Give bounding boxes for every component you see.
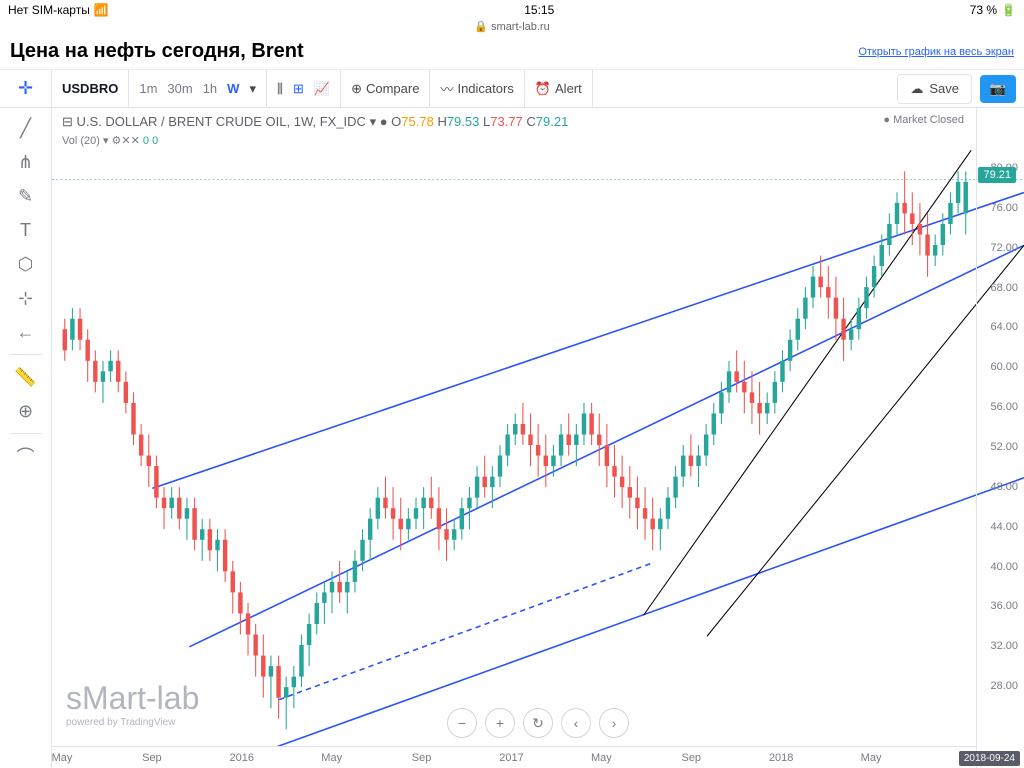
indicators-button[interactable]: 〰 Indicators	[440, 79, 513, 98]
screenshot-button[interactable]: 📷	[980, 75, 1016, 103]
price-tag: 79.21	[978, 167, 1016, 183]
candles-icon[interactable]: ⊞	[293, 81, 304, 97]
interval-30m[interactable]: 30m	[167, 81, 192, 96]
chart-nav-controls: − + ↻ ‹ ›	[447, 708, 629, 738]
date-tag: 2018-09-24	[959, 751, 1020, 766]
crosshair-icon[interactable]: ✛	[10, 73, 41, 105]
reset-button[interactable]: ↻	[523, 708, 553, 738]
chart-legend: ⊟ U.S. DOLLAR / BRENT CRUDE OIL, 1W, FX_…	[62, 114, 568, 130]
drawing-toolbar: ╱ ⋔ ✎ T ⬡ ⊹ ← 📏 ⊕ ⌒	[0, 108, 52, 768]
battery-icon: 🔋	[1001, 3, 1016, 17]
interval-w[interactable]: W	[227, 81, 239, 96]
watermark: sMart-lab powered by TradingView	[66, 680, 199, 728]
price-axis[interactable]: 28.0032.0036.0040.0044.0048.0052.0056.00…	[976, 108, 1024, 768]
scroll-right-button[interactable]: ›	[599, 708, 629, 738]
legend-symbol: U.S. DOLLAR / BRENT CRUDE OIL, 1W, FX_ID…	[77, 114, 366, 129]
magnet-tool-icon[interactable]: ⌒	[8, 440, 44, 472]
interval-1h[interactable]: 1h	[203, 81, 217, 96]
zoom-tool-icon[interactable]: ⊕	[8, 395, 44, 427]
market-status: ● Market Closed	[883, 114, 964, 126]
url-bar: 🔒 smart-lab.ru	[0, 20, 1024, 34]
alert-button[interactable]: ⏰ Alert	[535, 81, 582, 97]
interval-group: 1m 30m 1h W ▾	[129, 70, 267, 107]
time-axis[interactable]: 2018-09-24 MaySep2016MaySep2017MaySep201…	[52, 746, 976, 768]
chart-svg[interactable]	[52, 108, 1024, 763]
zoom-in-button[interactable]: +	[485, 708, 515, 738]
status-bar: Нет SIM-карты 📶 15:15 73 % 🔋	[0, 0, 1024, 20]
sim-status: Нет SIM-карты	[8, 3, 90, 17]
symbol-label[interactable]: USDBRO	[62, 81, 118, 96]
separator	[10, 354, 42, 355]
trendline-tool-icon[interactable]: ╱	[8, 112, 44, 144]
fullscreen-link[interactable]: Открыть график на весь экран	[858, 46, 1014, 58]
back-arrow-icon[interactable]: ←	[8, 316, 44, 348]
status-time: 15:15	[524, 3, 554, 17]
battery-pct: 73 %	[970, 3, 997, 17]
title-row: Цена на нефть сегодня, Brent Открыть гра…	[0, 34, 1024, 70]
save-button[interactable]: ☁ Save	[897, 74, 972, 104]
pattern-tool-icon[interactable]: ⬡	[8, 248, 44, 280]
zoom-out-button[interactable]: −	[447, 708, 477, 738]
forecast-tool-icon[interactable]: ⊹	[8, 282, 44, 314]
chart-area[interactable]: ⊟ U.S. DOLLAR / BRENT CRUDE OIL, 1W, FX_…	[52, 108, 1024, 768]
page-title: Цена на нефть сегодня, Brent	[10, 40, 304, 63]
separator	[10, 433, 42, 434]
wifi-icon: 📶	[94, 3, 109, 17]
interval-1m[interactable]: 1m	[139, 81, 157, 96]
area-icon[interactable]: 📈	[314, 81, 330, 97]
compare-button[interactable]: ⊕ Compare	[351, 81, 419, 97]
ruler-tool-icon[interactable]: 📏	[8, 361, 44, 393]
chevron-down-icon[interactable]: ▾	[249, 81, 256, 97]
bars-icon[interactable]: ⫼	[277, 81, 283, 97]
scroll-left-button[interactable]: ‹	[561, 708, 591, 738]
volume-legend: Vol (20) ▾ ⚙✕✕ 0 0	[62, 134, 158, 147]
pitchfork-tool-icon[interactable]: ⋔	[8, 146, 44, 178]
brush-tool-icon[interactable]: ✎	[8, 180, 44, 212]
text-tool-icon[interactable]: T	[8, 214, 44, 246]
chart-toolbar: ✛ USDBRO 1m 30m 1h W ▾ ⫼ ⊞ 📈 ⊕ Compare 〰…	[0, 70, 1024, 108]
